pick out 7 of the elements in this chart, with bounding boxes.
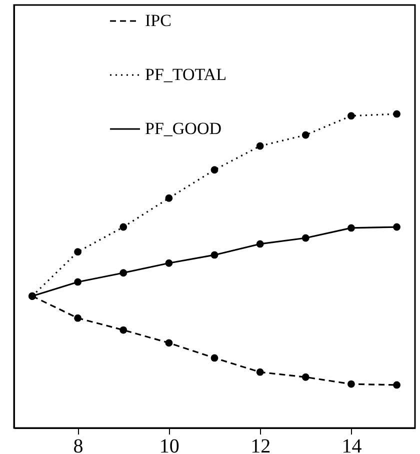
legend-label: PF_TOTAL [145,65,226,84]
x-tick-label: 12 [250,436,271,454]
x-tick-label: 8 [73,436,84,454]
legend-label: PF_GOOD [145,119,222,138]
x-tick-label: 10 [159,436,180,454]
legend-label: IPC [145,11,172,30]
x-tick-label: 14 [342,436,362,454]
